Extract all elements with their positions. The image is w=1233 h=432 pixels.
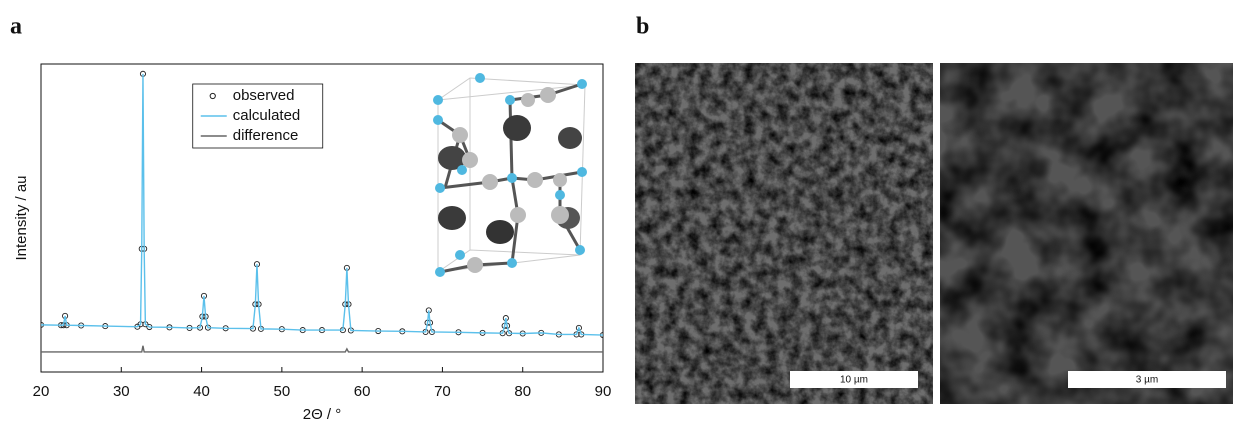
panel-label: a [10,14,22,40]
legend-label: difference [233,127,299,144]
x-tick-label: 40 [193,383,210,400]
y-axis-label: Intensity / au [13,175,30,260]
legend: observed calculated difference [192,83,324,149]
series-line [41,73,603,336]
x-tick-label: 80 [514,383,531,400]
scale-bar [790,371,918,388]
x-tick-label: 30 [113,383,130,400]
observed-point [575,324,582,332]
x-tick-label: 20 [33,383,50,400]
series-group [41,70,603,353]
crystal-structure-inset [433,73,587,277]
legend-label: observed [233,87,295,104]
sem-image-left [635,63,933,404]
plot-frame [40,63,604,373]
panel-label: b [636,14,649,40]
legend-label: calculated [233,107,301,124]
sem-image-right [940,63,1233,404]
x-tick-label: 70 [434,383,451,400]
x-tick-label: 60 [354,383,371,400]
x-tick-label: 90 [595,383,612,400]
scale-bar-label: 10 µm [840,375,868,386]
scale-bar-label: 3 µm [1136,375,1158,386]
scale-bar [1068,371,1226,388]
series-line [41,345,603,353]
legend-marker [209,92,216,100]
plot-area: observed calculated difference [41,70,603,353]
x-tick-label: 50 [274,383,291,400]
x-axis-label: 2Θ / ° [303,406,342,423]
